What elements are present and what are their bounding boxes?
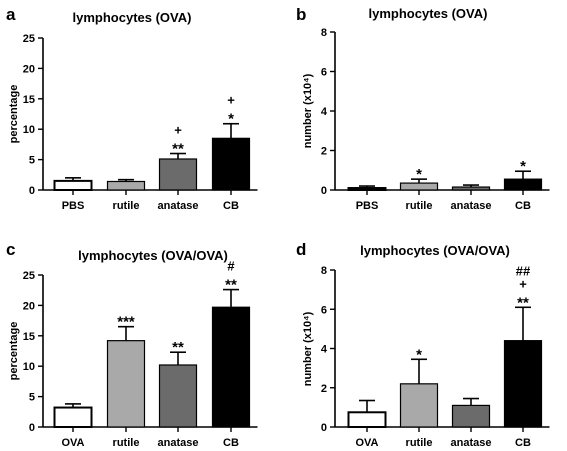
y-tick-label: 15 <box>23 94 35 106</box>
bar-pbs <box>53 179 93 192</box>
significance-marker: + <box>174 123 182 138</box>
y-tick-label: 8 <box>321 265 327 277</box>
y-tick-label: 25 <box>23 33 35 45</box>
category-label: CB <box>515 200 531 212</box>
bar-ova <box>347 411 387 428</box>
bar-anatase <box>158 158 198 191</box>
category-label: PBS <box>356 200 379 212</box>
chart-title: lymphocytes (OVA) <box>369 6 488 21</box>
y-tick-label: 10 <box>23 361 35 373</box>
bar-anatase <box>451 404 491 428</box>
panel-letter: d <box>296 240 306 259</box>
category-label: anatase <box>158 200 199 212</box>
significance-marker: ## <box>516 263 531 278</box>
category-label: CB <box>515 437 531 449</box>
y-tick-label: 0 <box>321 185 327 197</box>
y-axis-label: number (x10⁴) <box>302 311 314 386</box>
chart-panel-d: d lymphocytes (OVA/OVA) number (x10⁴) 0 2 4 6 8… <box>296 240 550 449</box>
bar-cb <box>503 340 543 428</box>
category-label: CB <box>223 437 239 449</box>
category-label: rutile <box>113 200 140 212</box>
panel-letter: c <box>6 240 15 259</box>
significance-marker: * <box>228 111 234 128</box>
y-tick-label: 6 <box>321 67 327 79</box>
category-label: rutile <box>406 437 433 449</box>
bar-anatase <box>451 186 491 191</box>
significance-marker: + <box>519 276 527 291</box>
category-label: rutile <box>406 200 433 212</box>
significance-marker: *** <box>117 314 135 331</box>
category-label: OVA <box>355 437 378 449</box>
bar-cb <box>211 306 251 428</box>
significance-marker: ** <box>172 339 184 356</box>
significance-marker: # <box>227 259 235 274</box>
y-tick-label: 4 <box>321 106 328 118</box>
category-label: OVA <box>61 437 84 449</box>
significance-marker: ** <box>517 294 529 311</box>
y-tick-label: 2 <box>321 383 327 395</box>
bar-cb <box>503 178 543 191</box>
bar-rutile <box>399 383 439 428</box>
panel-letter: a <box>6 5 16 24</box>
y-axis-label: percentage <box>8 322 20 381</box>
bar-pbs <box>347 187 387 191</box>
y-tick-label: 15 <box>23 331 35 343</box>
y-axis-label: percentage <box>8 85 20 144</box>
y-tick-label: 0 <box>29 422 35 434</box>
significance-marker: + <box>227 93 235 108</box>
category-label: anatase <box>451 200 492 212</box>
bar-rutile <box>106 340 146 428</box>
y-tick-label: 0 <box>321 422 327 434</box>
y-tick-label: 20 <box>23 300 35 312</box>
significance-marker: * <box>416 166 422 183</box>
y-tick-label: 6 <box>321 304 327 316</box>
y-tick-label: 25 <box>23 270 35 282</box>
chart-panel-a: a lymphocytes (OVA) percentage 0 5 10 15 20 25 PB… <box>6 5 258 212</box>
y-tick-label: 20 <box>23 63 35 75</box>
bar-rutile <box>106 180 146 191</box>
category-label: CB <box>223 200 239 212</box>
category-label: PBS <box>62 200 85 212</box>
category-label: rutile <box>113 437 140 449</box>
y-tick-label: 4 <box>321 344 328 356</box>
bar-rutile <box>399 182 439 191</box>
bar-cb <box>211 137 251 191</box>
y-axis-label: number (x10⁴) <box>302 73 314 148</box>
significance-marker: * <box>520 158 526 175</box>
chart-title: lymphocytes (OVA) <box>73 10 192 25</box>
y-tick-label: 2 <box>321 146 327 158</box>
y-tick-label: 8 <box>321 27 327 39</box>
y-tick-label: 10 <box>23 124 35 136</box>
panel-letter: b <box>296 5 306 24</box>
bar-ova <box>53 406 93 429</box>
bar-anatase <box>158 364 198 428</box>
significance-marker: ** <box>172 141 184 158</box>
chart-title: lymphocytes (OVA/OVA) <box>360 243 510 258</box>
category-label: anatase <box>158 437 199 449</box>
significance-marker: ** <box>225 277 237 294</box>
chart-panel-b: b lymphocytes (OVA) number (x10⁴) 0 2 4 6 8 PBS r… <box>296 5 550 212</box>
chart-panel-c: c lymphocytes (OVA/OVA) percentage 0 5 10 15 20… <box>6 240 258 449</box>
category-label: anatase <box>451 437 492 449</box>
y-tick-label: 5 <box>29 392 35 404</box>
y-tick-label: 0 <box>29 185 35 197</box>
significance-marker: * <box>416 346 422 363</box>
y-tick-label: 5 <box>29 155 35 167</box>
chart-title: lymphocytes (OVA/OVA) <box>78 248 228 263</box>
